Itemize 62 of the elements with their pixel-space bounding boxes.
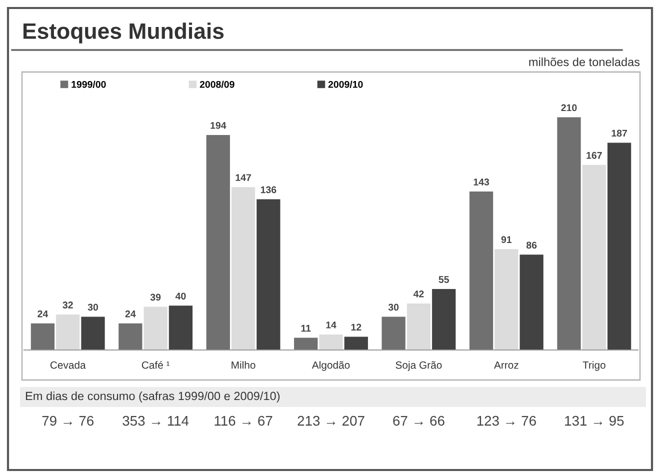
x-tick-label: Arroz bbox=[494, 361, 518, 369]
bar bbox=[56, 314, 80, 350]
bar bbox=[432, 289, 456, 350]
bar bbox=[382, 316, 406, 350]
x-tick-label: Cevada bbox=[50, 361, 86, 369]
bar bbox=[144, 306, 168, 350]
data-label: 86 bbox=[526, 242, 537, 249]
bar bbox=[81, 316, 105, 350]
text: 131 → 95 bbox=[565, 416, 624, 426]
chart-subtitle: milhões de toneladas bbox=[529, 58, 640, 66]
data-label: 143 bbox=[474, 178, 490, 186]
bar bbox=[319, 334, 343, 350]
bar bbox=[469, 192, 494, 350]
bar bbox=[256, 199, 280, 350]
legend-label: 2008/09 bbox=[200, 80, 234, 88]
x-tick-label: Café ¹ bbox=[142, 360, 170, 369]
data-label: 194 bbox=[210, 122, 226, 129]
data-label: 210 bbox=[561, 104, 577, 112]
legend-label: 1999/00 bbox=[72, 80, 106, 88]
text: 353 → 114 bbox=[122, 416, 189, 426]
data-label: 55 bbox=[438, 276, 449, 283]
bar bbox=[494, 249, 518, 350]
text: 116 → 67 bbox=[214, 416, 272, 426]
data-label: 30 bbox=[88, 304, 98, 311]
bar bbox=[231, 187, 256, 350]
bar bbox=[118, 323, 142, 350]
data-label: 39 bbox=[150, 294, 161, 301]
data-label: 32 bbox=[62, 302, 73, 308]
x-tick-label: Trigo bbox=[582, 361, 606, 371]
bar bbox=[206, 134, 230, 350]
data-label: 24 bbox=[125, 310, 136, 318]
x-tick-label: Milho bbox=[232, 361, 256, 369]
text: 79 → 76 bbox=[42, 416, 94, 426]
data-label: 40 bbox=[175, 292, 186, 300]
bar bbox=[557, 117, 581, 350]
data-label: 30 bbox=[388, 304, 399, 311]
data-label: 14 bbox=[326, 322, 336, 328]
x-tick-label: Algodão bbox=[312, 361, 350, 371]
data-label: 91 bbox=[501, 236, 512, 244]
bar bbox=[294, 338, 318, 350]
data-label: 42 bbox=[413, 290, 424, 298]
bar bbox=[30, 323, 55, 350]
data-label: 167 bbox=[586, 152, 602, 159]
bar bbox=[168, 306, 193, 350]
data-label: 136 bbox=[260, 186, 276, 194]
bar bbox=[607, 142, 632, 350]
text: 123 → 76 bbox=[477, 416, 536, 426]
data-label: 12 bbox=[351, 324, 362, 331]
data-label: 147 bbox=[236, 174, 251, 181]
x-tick-label: Soja Grão bbox=[396, 361, 442, 371]
bar bbox=[344, 336, 368, 350]
text: Em dias de consumo (safras 1999/00 e 2009/10) bbox=[26, 391, 280, 402]
legend-label: 2009/10 bbox=[328, 80, 363, 88]
data-label: 11 bbox=[301, 324, 311, 332]
bar bbox=[520, 254, 544, 350]
chart-title: Estoques Mundiais bbox=[23, 22, 224, 44]
data-label: 24 bbox=[38, 310, 48, 318]
data-label: 187 bbox=[612, 130, 627, 137]
bar bbox=[582, 164, 606, 350]
text: 213 → 207 bbox=[298, 416, 364, 426]
bar bbox=[406, 303, 431, 350]
text: 67 → 66 bbox=[393, 416, 444, 426]
